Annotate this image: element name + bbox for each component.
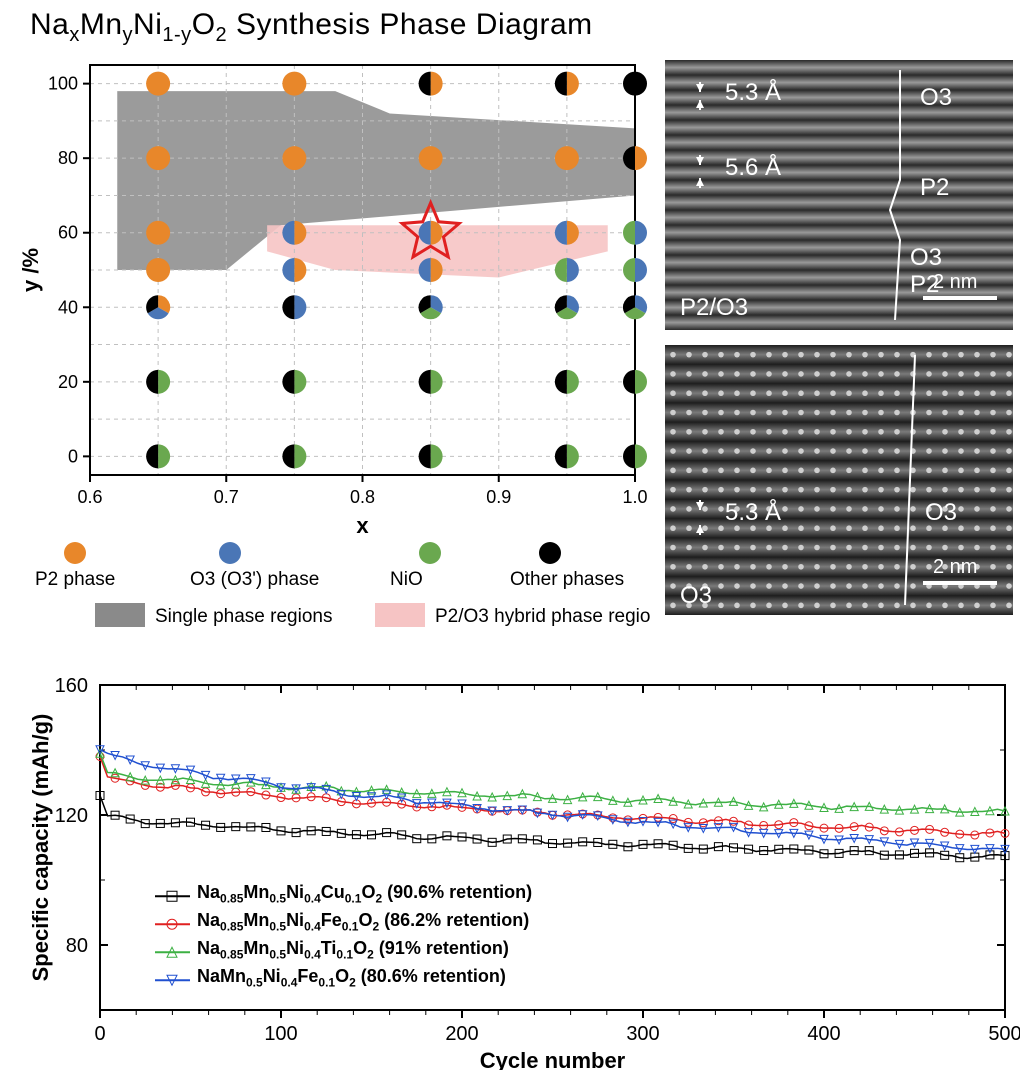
svg-text:0.7: 0.7 [214,487,239,507]
svg-text:80: 80 [66,935,88,957]
svg-text:1.0: 1.0 [622,487,647,507]
svg-text:O3: O3 [680,582,712,609]
svg-text:0: 0 [68,446,78,466]
svg-text:160: 160 [55,675,88,697]
svg-text:2 nm: 2 nm [933,271,977,293]
svg-text:500: 500 [988,1023,1020,1045]
svg-text:P2/O3: P2/O3 [680,294,748,321]
tem-image-o3: 5.3 Å O3 O3 2 nm [665,345,1013,615]
svg-text:O3: O3 [910,244,942,271]
svg-text:5.6 Å: 5.6 Å [725,153,781,181]
svg-text:P2: P2 [920,174,949,201]
svg-text:5.3 Å: 5.3 Å [725,78,781,106]
svg-text:0.6: 0.6 [77,487,102,507]
svg-text:P2 phase: P2 phase [35,569,115,590]
svg-text:O3: O3 [925,499,957,526]
svg-text:40: 40 [58,297,78,317]
svg-text:2 nm: 2 nm [933,556,977,578]
figure-page: NaxMnyNi1-yO2 Synthesis Phase Diagram 0.… [0,0,1035,1085]
svg-text:Other phases: Other phases [510,569,624,590]
phase-diagram: 0.6 0.7 0.8 0.9 1.0 0 20 40 60 80 100 x y /% P2 phase… [20,55,650,665]
svg-text:P2/O3 hybrid phase region: P2/O3 hybrid phase region [435,606,650,627]
svg-text:0.8: 0.8 [350,487,375,507]
figure-title: NaxMnyNi1-yO2 Synthesis Phase Diagram [30,8,593,47]
svg-text:0: 0 [94,1023,105,1045]
svg-text:100: 100 [264,1023,297,1045]
svg-text:5.3 Å: 5.3 Å [725,498,781,526]
capacity-chart: 0 100 200 300 400 500 80 120 160 Cycle number Spec… [20,670,1020,1070]
svg-text:400: 400 [807,1023,840,1045]
svg-text:80: 80 [58,148,78,168]
svg-text:O3: O3 [920,84,952,111]
svg-text:120: 120 [55,805,88,827]
svg-text:O3 (O3') phase: O3 (O3') phase [190,569,319,590]
svg-text:Cycle number: Cycle number [480,1048,626,1070]
svg-text:0.9: 0.9 [486,487,511,507]
svg-text:20: 20 [58,372,78,392]
svg-text:300: 300 [626,1023,659,1045]
svg-text:NiO: NiO [390,569,423,590]
svg-text:Single phase regions: Single phase regions [155,606,332,627]
svg-text:y /%: y /% [20,248,43,292]
svg-text:60: 60 [58,223,78,243]
tem-image-p2o3: 5.3 Å5.6 ÅO3P2O3P2P2/O32 nm [665,60,1013,330]
svg-text:Specific capacity (mAh/g): Specific capacity (mAh/g) [28,714,53,982]
svg-text:200: 200 [445,1023,478,1045]
svg-text:100: 100 [48,74,78,94]
svg-text:x: x [356,513,369,538]
